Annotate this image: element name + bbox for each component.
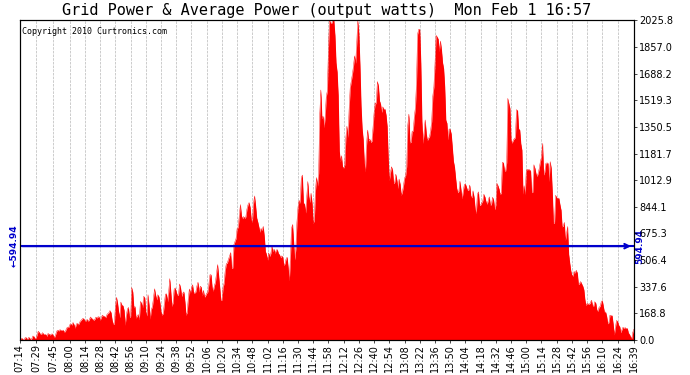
Text: Copyright 2010 Curtronics.com: Copyright 2010 Curtronics.com <box>21 27 166 36</box>
Text: ←594.94: ←594.94 <box>10 225 19 267</box>
Text: 594.94: 594.94 <box>635 229 644 264</box>
Title: Grid Power & Average Power (output watts)  Mon Feb 1 16:57: Grid Power & Average Power (output watts… <box>62 3 591 18</box>
